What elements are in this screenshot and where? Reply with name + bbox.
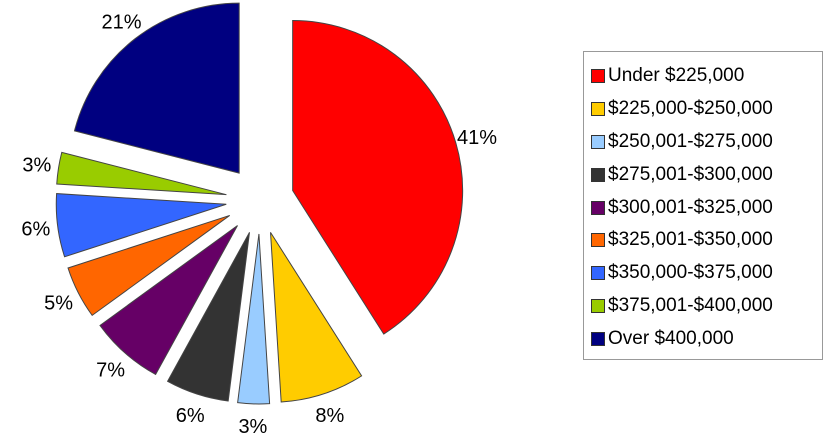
legend-swatch [591,102,605,117]
legend-item-300001-325000: $300,001-$325,000 [591,191,822,224]
slice-percent-label: 6% [176,405,205,427]
slice-percent-label: 41% [457,127,497,149]
legend-swatch [591,331,605,346]
pie-slice [67,214,230,317]
legend-swatch [591,134,605,149]
legend-label: $275,001-$300,000 [608,163,773,185]
legend-label: Over $400,000 [608,327,734,349]
legend-label: $225,000-$250,000 [608,98,773,120]
legend-item-225000-250000: $225,000-$250,000 [591,93,822,126]
legend-item-325001-350000: $325,001-$350,000 [591,224,822,257]
slice-percent-label: 7% [96,360,125,382]
legend-item-350000-375000: $350,000-$375,000 [591,257,822,290]
legend-item-under-225000: Under $225,000 [591,60,822,93]
pie-chart: 41% 8% 3% 6% 7% 5% 6% 3% 21% [21,2,497,438]
legend-swatch [591,69,605,84]
pie-slice [166,232,250,402]
slice-percent-label: 3% [238,416,267,438]
slice-percent-label: 8% [315,405,344,427]
pie-slice [73,2,240,174]
legend-swatch [591,200,605,215]
legend-item-275001-300000: $275,001-$300,000 [591,158,822,191]
slice-percent-label: 3% [22,155,51,177]
pie-slice [55,193,227,258]
legend-swatch [591,298,605,313]
legend-label: $250,001-$275,000 [608,130,773,152]
legend-label: Under $225,000 [608,65,745,87]
slice-percent-label: 6% [21,218,50,240]
legend-item-over-400000: Over $400,000 [591,322,822,355]
legend-swatch [591,266,605,281]
pie-slice [237,233,271,405]
slice-percent-label: 21% [101,11,141,33]
legend: Under $225,000 $225,000-$250,000 $250,00… [583,51,823,360]
pie-slice [270,232,363,403]
legend-label: $375,001-$400,000 [608,294,773,316]
legend-label: $325,001-$350,000 [608,229,773,251]
pie-slice [292,20,464,335]
legend-item-375001-400000: $375,001-$400,000 [591,290,822,323]
legend-label: $300,001-$325,000 [608,196,773,218]
legend-swatch [591,167,605,182]
legend-label: $350,000-$375,000 [608,262,773,284]
legend-item-250001-275000: $250,001-$275,000 [591,126,822,159]
pie-slice [99,225,238,376]
legend-swatch [591,233,605,248]
slice-percent-label: 5% [44,293,73,315]
pie-slice [56,151,227,196]
